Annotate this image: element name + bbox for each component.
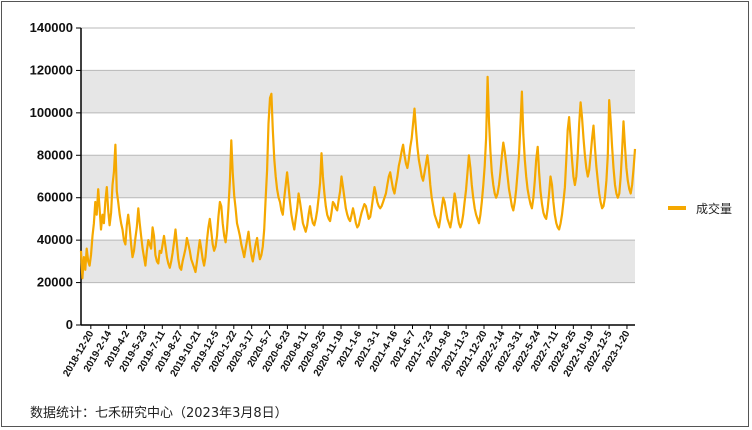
y-tick-label: 140000 (30, 20, 73, 35)
plot-band (81, 282, 635, 325)
plot-band (81, 112, 635, 156)
y-tick-label: 20000 (37, 275, 73, 290)
plot-band (81, 28, 635, 71)
legend-label-volume: 成交量 (696, 201, 732, 216)
y-tick-label: 120000 (30, 62, 73, 77)
plot-band (81, 197, 635, 241)
series-line-volume (79, 75, 637, 280)
legend: 成交量 (668, 201, 732, 216)
x-axis: 2018-12-202019-2-142019-4-22019-5-232019… (61, 324, 635, 379)
y-tick-label: 0 (66, 317, 73, 332)
series-volume (79, 75, 637, 280)
y-tick-label: 80000 (37, 147, 73, 162)
y-tick-label: 100000 (30, 105, 73, 120)
plot-band (81, 240, 635, 283)
volume-line-chart: 020000400006000080000100000120000140000 … (30, 20, 732, 379)
plot-band (81, 155, 635, 198)
y-axis: 0 20000 40000 60000 80000 100000 120000 140000 (30, 20, 82, 332)
plot-background-bands (81, 28, 635, 325)
y-tick-label: 60000 (37, 190, 73, 205)
plot-band (81, 70, 635, 113)
source-note: 数据统计：七禾研究中心（2023年3月8日） (30, 406, 288, 421)
y-tick-label: 40000 (37, 232, 73, 247)
